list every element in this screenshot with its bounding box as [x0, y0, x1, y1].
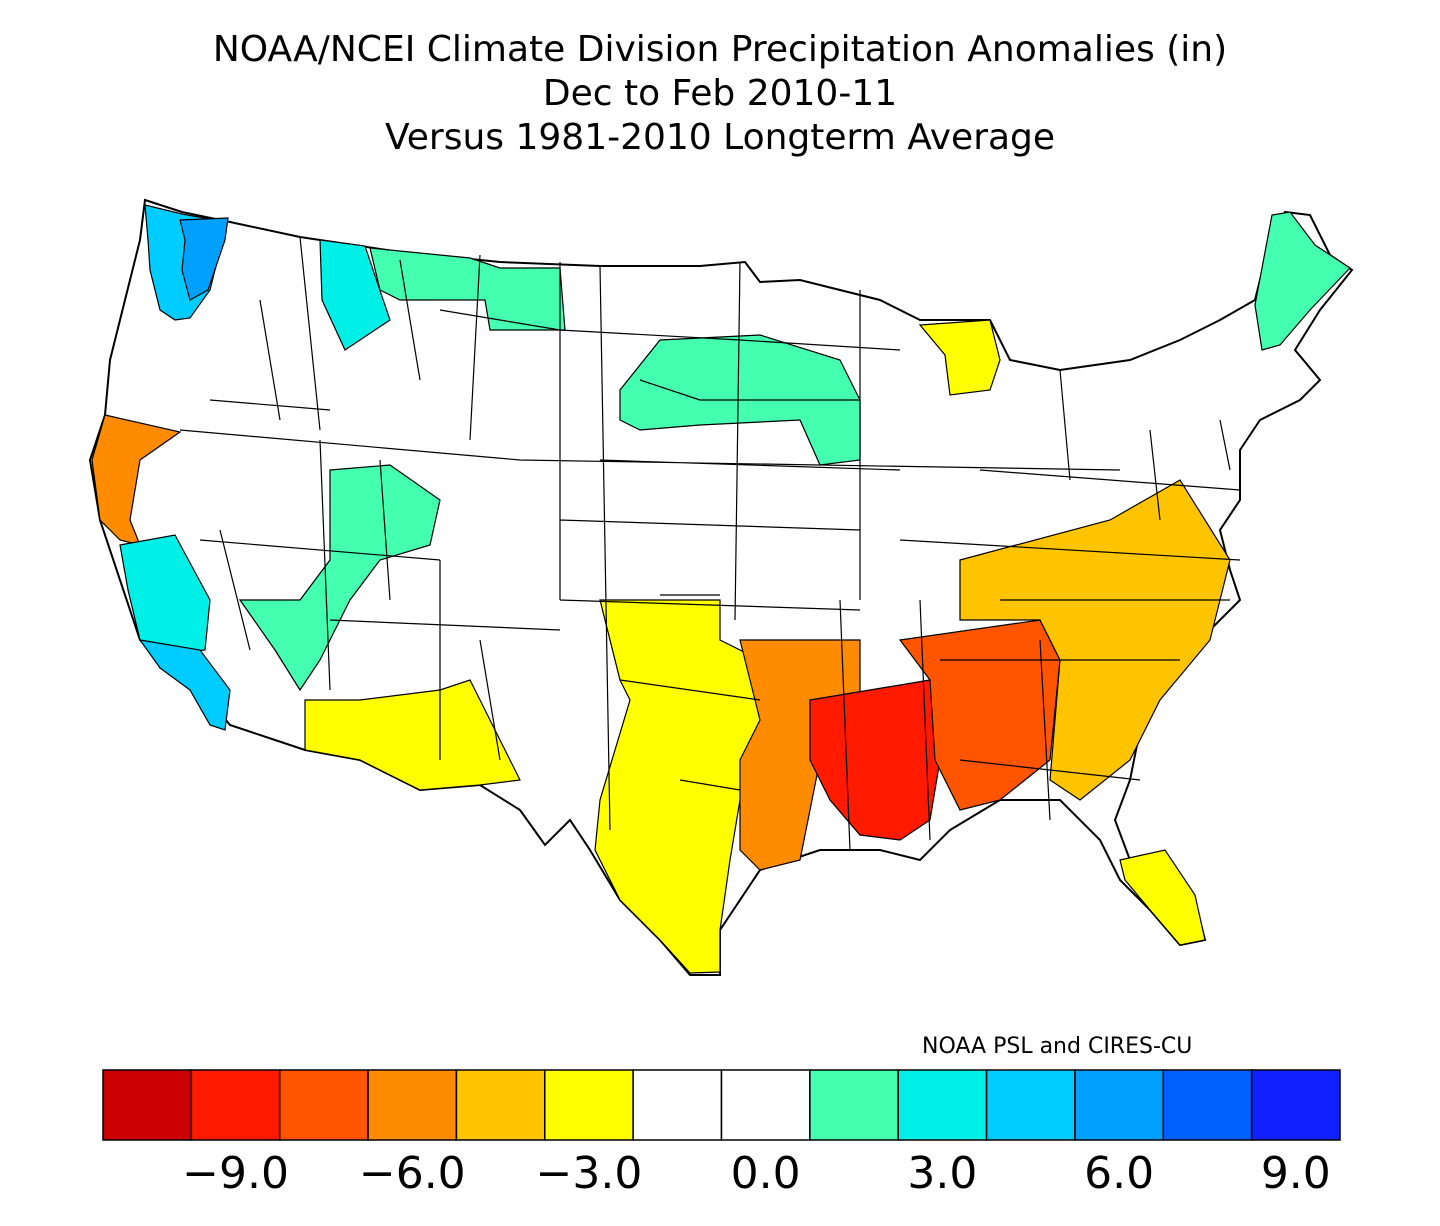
legend-bin	[632, 1069, 723, 1141]
map-title-line-2: Dec to Feb 2010-11	[542, 73, 898, 114]
legend-bin	[367, 1069, 458, 1141]
legend-tick-label: 9.0	[1260, 1148, 1331, 1199]
region-maine	[1254, 211, 1351, 351]
legend-bin	[1162, 1069, 1253, 1141]
legend-tick-label: 6.0	[1084, 1148, 1155, 1199]
legend-bin	[190, 1069, 281, 1141]
legend-tick-label: −9.0	[182, 1148, 289, 1199]
region-puget-sound	[179, 217, 229, 301]
legend-bin	[897, 1069, 988, 1141]
legend-tick-label: 0.0	[730, 1148, 801, 1199]
legend-bin	[809, 1069, 899, 1141]
legend-bin	[985, 1069, 1076, 1141]
legend-bin	[455, 1069, 546, 1141]
map-title-line-1: NOAA/NCEI Climate Division Precipitation…	[212, 29, 1228, 70]
credit-text: NOAA PSL and CIRES-CU	[922, 1034, 1193, 1059]
map-title-line-3: Versus 1981-2010 Longterm Average	[384, 117, 1056, 158]
legend-bin	[1074, 1069, 1165, 1141]
legend-tick-label: −3.0	[535, 1148, 643, 1199]
legend-tick-label: −6.0	[358, 1148, 466, 1199]
legend-bin	[278, 1069, 369, 1141]
region-arizona-new-mexico	[304, 679, 521, 791]
region-southern-california	[138, 639, 231, 731]
legend-bin	[720, 1069, 811, 1141]
legend-bin	[102, 1069, 193, 1141]
region-upper-michigan	[918, 319, 1001, 396]
climate-division-boundaries	[179, 236, 1241, 851]
legend-tick-label: 3.0	[907, 1148, 978, 1199]
region-northern-idaho	[319, 239, 391, 351]
region-northern-montana	[369, 247, 566, 331]
region-carolinas-virginia	[959, 479, 1231, 801]
legend-bin	[1250, 1069, 1341, 1141]
legend-bin	[544, 1069, 634, 1141]
region-utah	[238, 464, 441, 692]
region-florida	[1119, 849, 1206, 946]
